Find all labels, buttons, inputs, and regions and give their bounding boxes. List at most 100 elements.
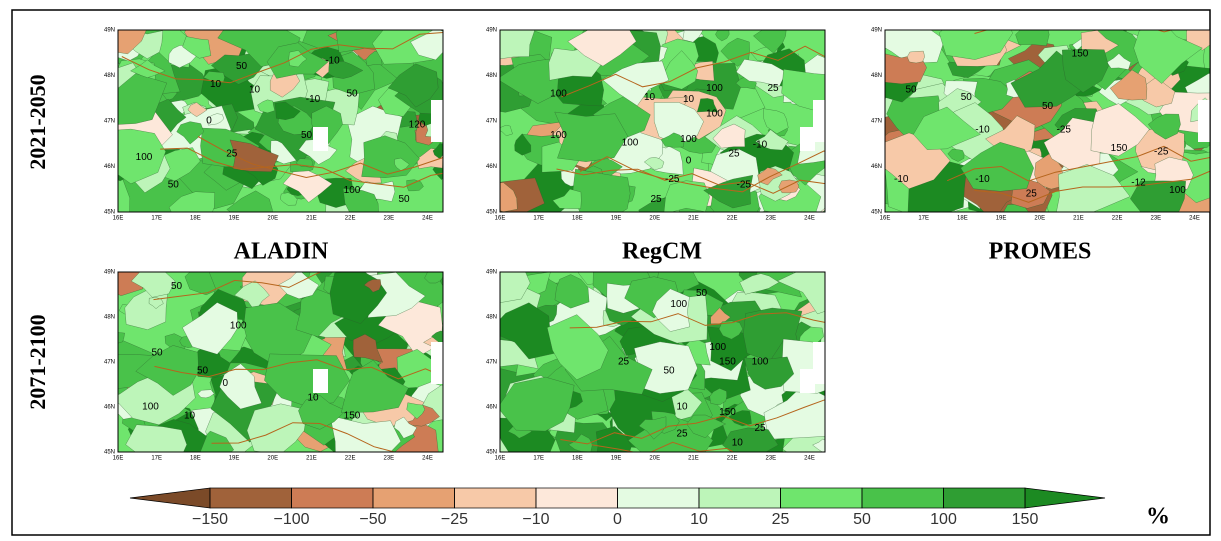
mask-notch [431,342,443,384]
contour-label: 120 [409,119,426,130]
contour-label: 50 [663,366,675,377]
contour-label: -25 [665,174,680,185]
contour-label: 150 [719,407,736,418]
lon-label: 23E [1150,216,1161,222]
contour-label: 25 [754,423,766,434]
colorbar-tick-label: −10 [522,511,549,528]
lat-label: 49N [104,28,115,34]
contour-label: 50 [197,366,209,377]
contour-label: 100 [136,152,153,163]
contour-label: 25 [1026,188,1038,199]
lon-label: 18E [572,456,583,462]
lat-label: 46N [871,164,882,170]
model-label: PROMES [989,239,1092,265]
contour-label: 100 [550,130,567,141]
lon-label: 23E [765,456,776,462]
lon-label: 17E [918,216,929,222]
lon-label: 18E [190,216,201,222]
colorbar-segment [292,488,374,508]
contour-label: 50 [301,130,313,141]
contour-label: -10 [894,174,909,185]
lat-label: 46N [486,164,497,170]
lon-label: 16E [113,216,124,222]
contour-label: 50 [696,288,708,299]
contour-label: 50 [961,92,973,103]
lon-label: 23E [383,456,394,462]
lon-label: 21E [688,456,699,462]
lat-label: 49N [871,28,882,34]
lon-label: 24E [422,216,433,222]
lat-label: 45N [871,210,882,216]
contour-label: -10 [753,139,768,150]
lat-label: 47N [486,119,497,125]
lon-label: 17E [533,456,544,462]
lat-label: 47N [871,119,882,125]
contour-label: 100 [550,88,567,99]
lat-label: 48N [486,73,497,79]
contour-label: 100 [706,108,723,119]
lon-label: 19E [611,456,622,462]
lat-label: 47N [486,360,497,366]
colorbar-segment [455,488,537,508]
contour-label: 100 [230,321,247,332]
contour-label: 50 [1042,101,1054,112]
contour-label: -10 [975,125,990,136]
colorbar-segment [699,488,781,508]
contour-label: 100 [680,134,697,145]
colorbar-tick-label: −50 [359,511,386,528]
contour-label: 50 [905,85,917,96]
lat-label: 49N [486,28,497,34]
lon-label: 19E [996,216,1007,222]
contour-label: 100 [670,299,687,310]
lon-label: 24E [804,456,815,462]
model-label: ALADIN [234,239,329,265]
colorbar-tick-label: −25 [441,511,468,528]
lat-label: 49N [486,270,497,276]
mask-notch [1198,100,1210,142]
colorbar-segment [536,488,618,508]
contour-label: -25 [1154,147,1169,158]
lon-label: 18E [572,216,583,222]
lon-label: 22E [345,456,356,462]
lon-label: 19E [611,216,622,222]
map-panel [863,3,1221,231]
contour-label: 10 [676,402,688,413]
contour-label: 50 [346,88,358,99]
lon-label: 22E [727,216,738,222]
colorbar-segment [373,488,455,508]
row-label: 2021-2050 [25,74,50,169]
contour-label: 150 [719,357,736,368]
colorbar-segment [862,488,944,508]
figure: 2021-2050 2071-2100 ALADIN RegCM PROMES … [0,0,1221,536]
lon-label: 18E [190,456,201,462]
contour-label: 10 [210,79,222,90]
lat-label: 48N [486,315,497,321]
contour-label: 50 [151,348,163,359]
contour-label: 25 [226,148,238,159]
lon-label: 19E [229,456,240,462]
contour-label: 10 [644,92,656,103]
lat-label: 49N [104,270,115,276]
lat-label: 48N [104,315,115,321]
lon-label: 24E [1189,216,1200,222]
contour-label: 25 [618,357,630,368]
mask-notch [313,369,328,393]
contour-label: 100 [752,357,769,368]
lon-label: 20E [649,216,660,222]
lon-label: 21E [306,216,317,222]
lat-label: 46N [104,164,115,170]
lon-label: 23E [383,216,394,222]
lon-label: 22E [1112,216,1123,222]
map-region [907,51,925,63]
lon-label: 19E [229,216,240,222]
lat-label: 48N [871,73,882,79]
contour-label: 50 [236,61,248,72]
contour-label: -10 [325,56,340,67]
lon-label: 16E [113,456,124,462]
contour-label: -25 [737,179,752,190]
contour-label: 100 [142,402,159,413]
colorbar-tick-label: 10 [690,511,708,528]
contour-label: 10 [683,94,695,105]
contour-label: 0 [222,378,228,389]
lat-label: 45N [104,210,115,216]
